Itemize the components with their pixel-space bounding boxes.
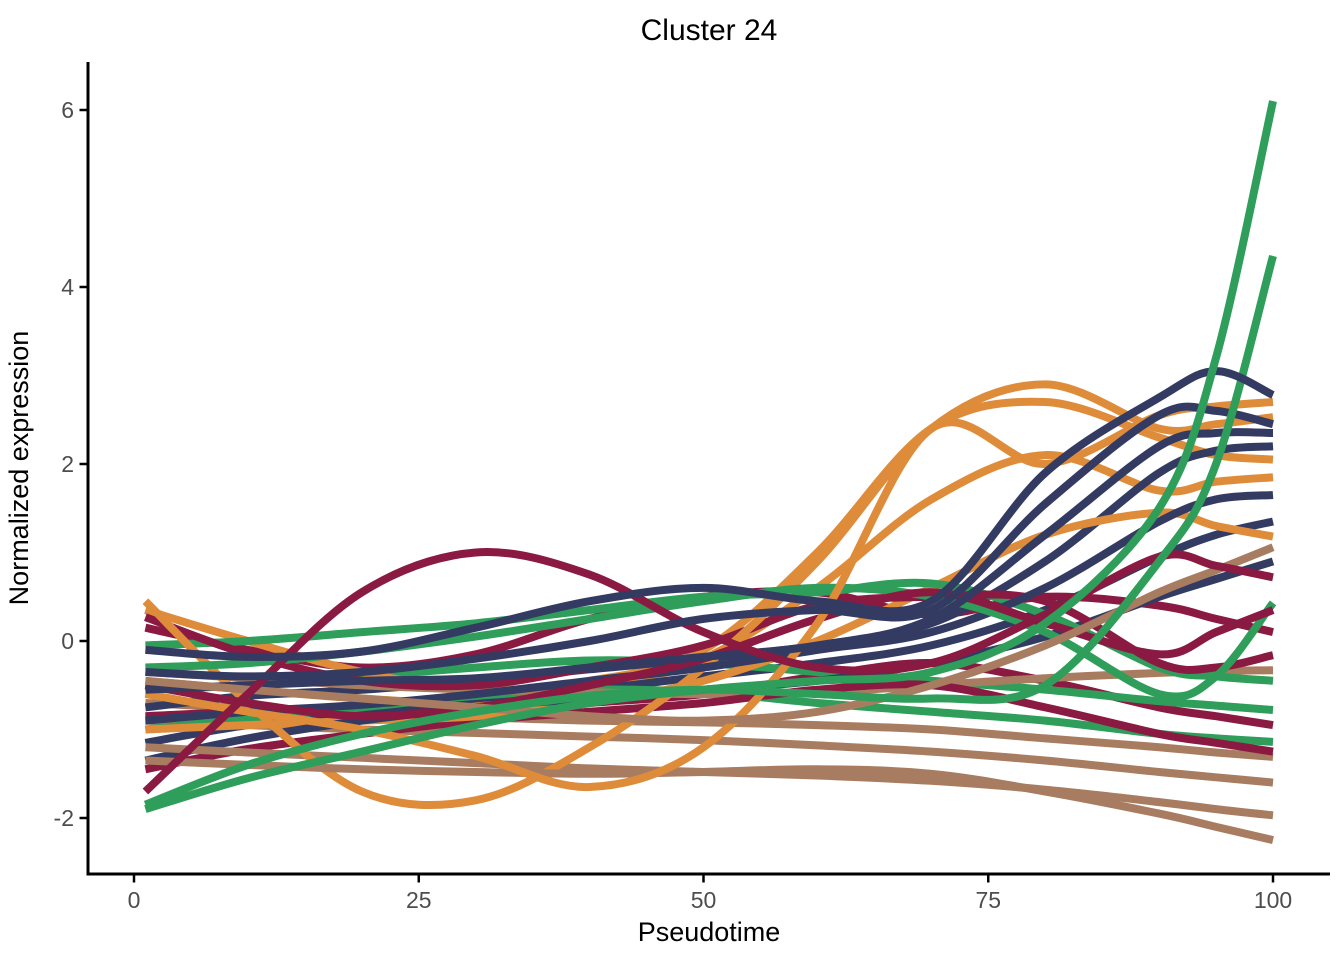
expression-line-navy (145, 367, 1275, 661)
expression-line-brown (145, 756, 1274, 844)
x-axis-tick-label: 50 (691, 887, 717, 913)
x-axis-tick-label: 25 (406, 887, 432, 913)
expression-line-green (143, 254, 1277, 809)
ticks-layer: 0 25 50 75 100 -2 0 2 4 6 (54, 97, 1293, 913)
axis-lines (86, 62, 1330, 876)
expression-line-navy (145, 428, 1274, 694)
plot-title: Cluster 24 (641, 14, 778, 47)
series-layer (142, 100, 1277, 844)
y-axis-tick-label: 6 (61, 97, 74, 123)
expression-line-navy (145, 402, 1274, 681)
x-axis-tick-label: 0 (128, 887, 141, 913)
x-axis-label: Pseudotime (638, 917, 781, 947)
expression-line-maroon (142, 548, 1274, 795)
x-axis-tick-label: 75 (975, 887, 1001, 913)
y-axis-tick-label: -2 (54, 805, 74, 831)
y-axis-tick-label: 4 (61, 274, 74, 300)
expression-line-brown (145, 543, 1275, 725)
x-axis-tick-label: 100 (1254, 887, 1292, 913)
y-axis-label: Normalized expression (4, 331, 34, 606)
y-axis-tick-label: 0 (61, 628, 74, 654)
expression-line-green (144, 100, 1277, 813)
y-axis-tick-label: 2 (61, 451, 74, 477)
